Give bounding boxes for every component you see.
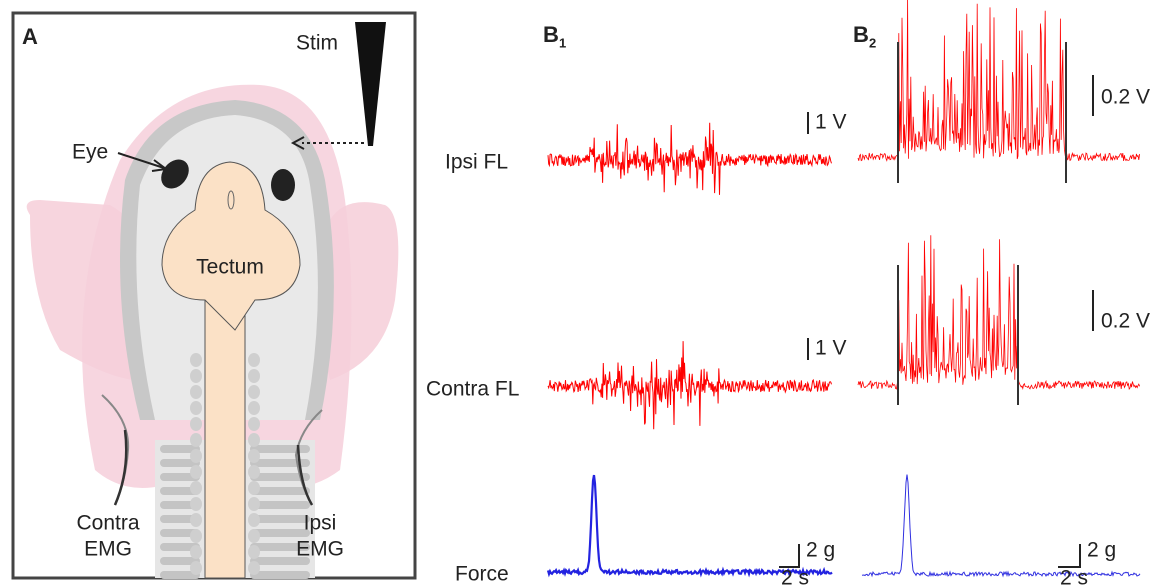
contra-label: EMG <box>84 538 132 561</box>
trace <box>857 0 1140 162</box>
force-trace <box>861 474 1141 578</box>
vertebra <box>160 571 200 579</box>
vertebra-dot <box>248 369 260 383</box>
vertebra-dot <box>248 401 260 415</box>
vertebra <box>250 557 310 565</box>
vertebra <box>160 515 200 523</box>
scale-label: 2 g <box>1087 539 1116 562</box>
scale-label: 2 s <box>781 567 809 585</box>
vertebra <box>160 445 200 453</box>
ipsi-label: Ipsi <box>304 512 337 535</box>
force-trace <box>546 474 833 578</box>
trace <box>547 341 832 430</box>
vertebra-dot <box>190 513 202 527</box>
vertebra-dot <box>190 385 202 399</box>
vertebra <box>250 445 310 453</box>
vertebra-dot <box>248 481 260 495</box>
vertebra-dot <box>248 465 260 479</box>
vertebra <box>160 501 200 509</box>
vertebra-dot <box>190 529 202 543</box>
right-eye <box>271 169 295 201</box>
vertebra-dot <box>190 481 202 495</box>
vertebra-dot <box>190 497 202 511</box>
left-eye <box>161 159 189 189</box>
scale-bars <box>779 75 1094 568</box>
vertebra <box>160 487 200 495</box>
contra-label: Contra <box>76 512 139 535</box>
pineal <box>227 190 235 210</box>
ipsi-electrode-tip <box>296 444 314 506</box>
panel-label: A <box>22 24 38 49</box>
scale-label: 0.2 V <box>1101 310 1150 333</box>
row-label: Contra FL <box>426 378 519 401</box>
traces <box>546 0 1141 578</box>
vertebra-dot <box>248 433 260 447</box>
vertebra-dot <box>190 353 202 367</box>
ipsi-label: EMG <box>296 538 344 561</box>
vertebra <box>250 501 310 509</box>
vertebra-dot <box>248 449 260 463</box>
vertebra <box>250 529 310 537</box>
eye-arrow <box>117 152 165 169</box>
stim-label: Stim <box>296 32 338 55</box>
tectum-shape <box>161 161 301 331</box>
tectum-label: Tectum <box>196 256 264 279</box>
vertebra-dot <box>248 561 260 575</box>
stim-electrode <box>355 22 386 146</box>
eye-label: Eye <box>72 141 108 164</box>
row-label: Force <box>455 563 509 585</box>
vertebra-dot <box>190 369 202 383</box>
vertebra-dot <box>190 433 202 447</box>
panel-label: B <box>853 22 869 47</box>
vertebra <box>160 473 200 481</box>
vertebra-dot <box>190 465 202 479</box>
vertebra-dot <box>248 497 260 511</box>
vertebra-dot <box>190 401 202 415</box>
vertebra-dot <box>248 417 260 431</box>
panel-sub: 2 <box>869 35 876 50</box>
vertebra-dot <box>248 545 260 559</box>
vertebra-dot <box>190 561 202 575</box>
contra-electrode-tip <box>113 429 128 506</box>
vertebra-dot <box>248 353 260 367</box>
vertebra-dot <box>190 449 202 463</box>
panel-a: A Stim Eye Tectum Contra EMG Ipsi EMG <box>11 11 417 580</box>
scale-label: 1 V <box>815 111 847 134</box>
spinal-cord <box>204 299 246 579</box>
vertebra <box>160 557 200 565</box>
scale-label: 2 s <box>1060 567 1088 585</box>
vertebra <box>250 473 310 481</box>
vertebra <box>250 487 310 495</box>
vertebra-dot <box>190 545 202 559</box>
vertebra-dot <box>248 385 260 399</box>
trace <box>547 122 832 195</box>
vertebra-dot <box>190 417 202 431</box>
eye-arrowhead <box>151 159 169 172</box>
vertebra <box>250 543 310 551</box>
panel-label: B <box>543 22 559 47</box>
vertebra-dot <box>248 529 260 543</box>
row-label: Ipsi FL <box>445 151 508 174</box>
trace <box>857 235 1140 391</box>
scale-label: 1 V <box>815 337 847 360</box>
stim-arrowhead <box>290 136 305 150</box>
vertebra <box>250 515 310 523</box>
vertebra <box>160 543 200 551</box>
vertebra <box>160 459 200 467</box>
scale-label: 2 g <box>806 539 835 562</box>
panel-b: B 1 B 2 Ipsi FL Contra FL Force 1 V 1 V … <box>426 22 1150 585</box>
vertebra <box>250 459 310 467</box>
vertebra-dot <box>248 513 260 527</box>
vertebra <box>250 571 310 579</box>
panel-sub: 1 <box>559 35 566 50</box>
vertebra <box>160 529 200 537</box>
scale-label: 0.2 V <box>1101 86 1150 109</box>
vertebra-rows <box>160 353 310 579</box>
